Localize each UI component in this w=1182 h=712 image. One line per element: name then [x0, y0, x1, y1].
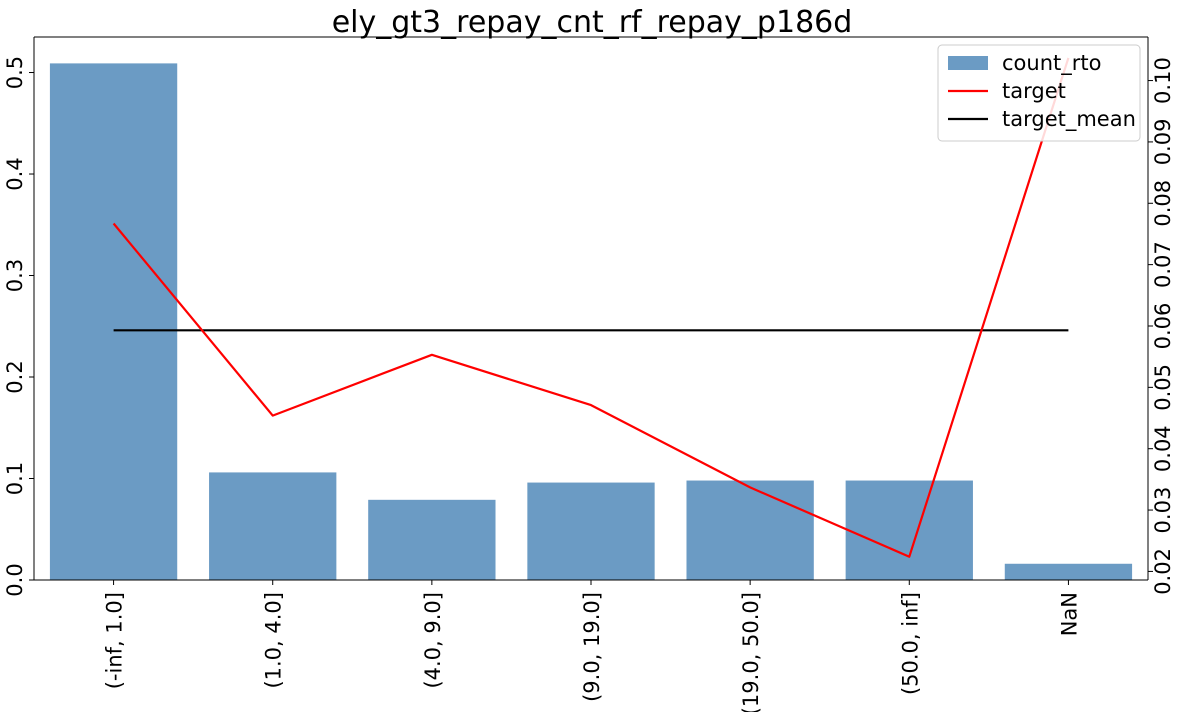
xtick-label-0: (-inf, 1.0]	[103, 592, 127, 689]
bar-0	[49, 63, 178, 580]
ytick-right-label-7: 0.09	[1151, 119, 1175, 166]
bar-4	[686, 480, 814, 580]
line-target	[112, 57, 1070, 558]
ytick-right-label-8: 0.10	[1151, 57, 1175, 104]
ytick-left-label-3: 0.3	[3, 259, 27, 292]
bar-3	[527, 482, 655, 580]
ytick-right-label-5: 0.07	[1151, 241, 1175, 288]
bar-1	[209, 472, 337, 580]
xtick-label-4: (19.0, 50.0]	[739, 592, 763, 712]
legend-box	[937, 44, 1141, 142]
ytick-right-label-4: 0.06	[1151, 303, 1175, 350]
xtick-label-5: (50.0, inf]	[898, 592, 922, 695]
ytick-left-label-0: 0.0	[3, 563, 27, 596]
ytick-left-label-1: 0.1	[3, 462, 27, 495]
legend-label-target_mean: target_mean	[1002, 107, 1136, 132]
lines-layer	[112, 57, 1070, 558]
ytick-right-label-6: 0.08	[1151, 180, 1175, 227]
ytick-right-label-2: 0.04	[1151, 425, 1175, 472]
bar-2	[368, 499, 496, 580]
ytick-left-label-4: 0.4	[3, 157, 27, 190]
legend-label-target: target	[1002, 79, 1066, 103]
ytick-left-label-5: 0.5	[3, 56, 27, 89]
ytick-right-label-0: 0.02	[1151, 548, 1175, 595]
legend-swatch-count_rto	[948, 56, 988, 70]
bar-5	[845, 480, 973, 580]
bars-layer	[49, 63, 1133, 580]
legend-label-count_rto: count_rto	[1002, 51, 1101, 76]
xtick-label-6: NaN	[1057, 592, 1081, 636]
chart-title: ely_gt3_repay_cnt_rf_repay_p186d	[332, 5, 853, 40]
ytick-right-label-1: 0.03	[1151, 487, 1175, 534]
bar-6	[1004, 563, 1133, 580]
axes-layer: 0.0 0.1 0.2 0.3 0.4 0.5 0.02 0.03 0.04 0.05 0.06 0.…	[3, 36, 1175, 712]
xtick-label-3: (9.0, 19.0]	[580, 592, 604, 702]
xtick-label-2: (4.0, 9.0]	[421, 592, 445, 689]
xtick-label-1: (1.0, 4.0]	[262, 592, 286, 689]
ytick-left-label-2: 0.2	[3, 360, 27, 393]
ytick-right-label-3: 0.05	[1151, 364, 1175, 411]
